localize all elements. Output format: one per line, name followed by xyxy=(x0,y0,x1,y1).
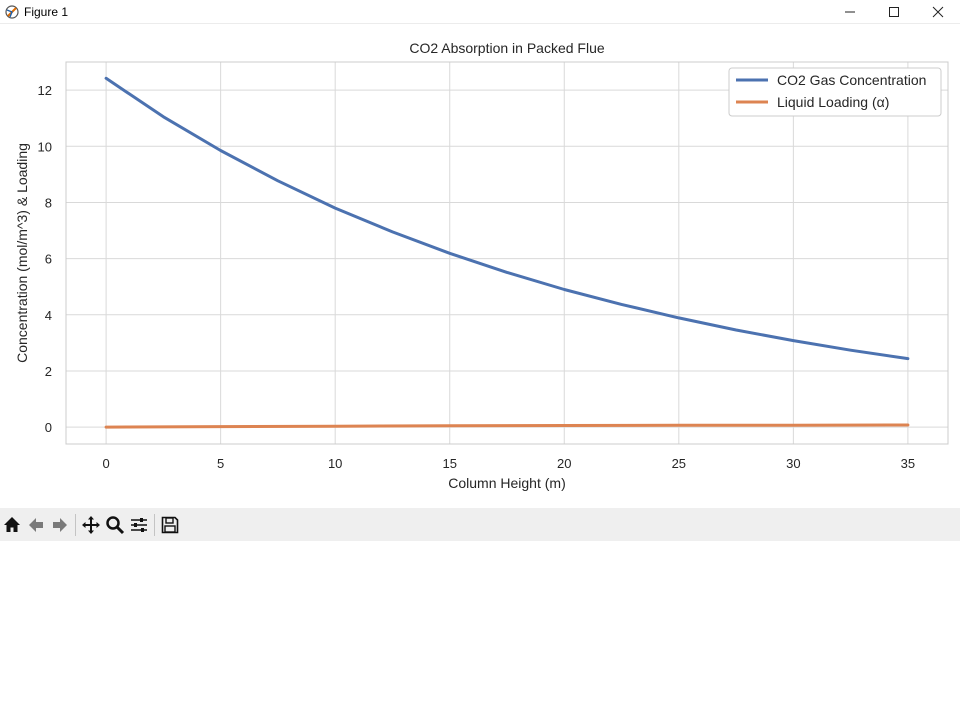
x-tick-label: 5 xyxy=(217,456,224,471)
x-tick-label: 30 xyxy=(786,456,800,471)
forward-icon xyxy=(53,517,67,532)
legend: CO2 Gas Concentration Liquid Loading (α) xyxy=(728,67,942,117)
series-lines xyxy=(104,76,910,429)
home-icon xyxy=(4,516,20,532)
y-axis-label: Concentration (mol/m^3) & Loading xyxy=(14,143,30,363)
y-tick-label: 0 xyxy=(45,420,52,435)
axes-frame xyxy=(65,61,949,445)
minimize-icon xyxy=(845,11,855,12)
x-axis-label: Column Height (m) xyxy=(448,475,565,491)
legend-label-liquid: Liquid Loading (α) xyxy=(777,94,889,110)
close-icon xyxy=(932,6,944,17)
legend-box xyxy=(728,67,942,117)
matplotlib-figure-icon xyxy=(4,4,20,20)
back-button[interactable] xyxy=(24,512,48,538)
window-titlebar: Figure 1 xyxy=(0,0,960,24)
empty-window-area xyxy=(0,541,960,720)
x-tick-label: 25 xyxy=(672,456,686,471)
x-tick-label: 15 xyxy=(442,456,456,471)
x-tick-label: 35 xyxy=(901,456,915,471)
y-tick-label: 8 xyxy=(45,195,52,210)
axes-background xyxy=(66,62,948,444)
toolbar-separator xyxy=(154,513,155,536)
maximize-icon xyxy=(889,6,899,17)
pan-icon xyxy=(82,515,100,534)
back-icon xyxy=(29,517,43,532)
configure-subplots-icon xyxy=(131,517,147,532)
y-tick-label: 2 xyxy=(45,364,52,379)
y-tick-label: 6 xyxy=(45,252,52,267)
window-controls xyxy=(828,0,960,23)
x-tick-label: 10 xyxy=(328,456,342,471)
series-line-liquid-loading xyxy=(104,423,910,429)
home-button[interactable] xyxy=(0,512,24,538)
y-tick-label: 12 xyxy=(38,83,52,98)
x-tick-label: 0 xyxy=(102,456,109,471)
window-title: Figure 1 xyxy=(24,4,69,19)
legend-label-gas: CO2 Gas Concentration xyxy=(777,72,926,88)
navigation-toolbar xyxy=(0,508,960,541)
x-tick-labels: 0 5 10 15 20 25 30 35 xyxy=(102,456,915,471)
configure-subplots-button[interactable] xyxy=(127,512,151,538)
y-tick-label: 4 xyxy=(45,308,52,323)
toolbar-separator xyxy=(75,513,76,536)
figure-canvas[interactable]: 0 5 10 15 20 25 30 35 0 2 4 6 8 10 12 CO2 Absorption … xyxy=(0,24,960,508)
y-tick-label: 10 xyxy=(38,139,52,154)
close-button[interactable] xyxy=(916,0,960,23)
save-icon xyxy=(161,516,179,533)
zoom-icon xyxy=(106,515,125,534)
x-tick-label: 20 xyxy=(557,456,571,471)
y-tick-labels: 0 2 4 6 8 10 12 xyxy=(38,83,52,435)
save-button[interactable] xyxy=(158,512,182,538)
pan-button[interactable] xyxy=(79,512,103,538)
series-line-gas-concentration xyxy=(104,76,910,361)
chart-title: CO2 Absorption in Packed Flue xyxy=(409,40,605,56)
forward-button[interactable] xyxy=(48,512,72,538)
minimize-button[interactable] xyxy=(828,0,872,23)
zoom-button[interactable] xyxy=(103,512,127,538)
maximize-button[interactable] xyxy=(872,0,916,23)
line-chart: 0 5 10 15 20 25 30 35 0 2 4 6 8 10 12 CO2 Absorption … xyxy=(14,40,949,491)
